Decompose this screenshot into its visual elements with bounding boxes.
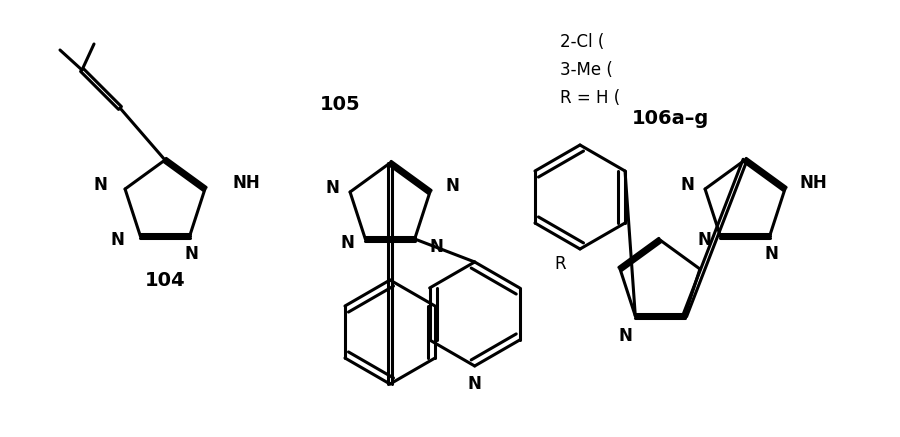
Text: N: N [765,245,778,263]
Text: N: N [680,176,694,194]
Text: 106a–g: 106a–g [632,110,708,128]
Text: NH: NH [799,174,827,192]
Text: R = H (: R = H ( [560,89,620,107]
Text: N: N [429,238,444,256]
Text: N: N [698,231,711,249]
Text: N: N [340,234,355,252]
Text: N: N [184,245,199,263]
Text: N: N [111,231,124,249]
Text: 3-Me (: 3-Me ( [560,61,613,79]
Text: 2-Cl (: 2-Cl ( [560,33,604,51]
Text: NH: NH [233,174,261,192]
Text: N: N [325,179,339,197]
Text: N: N [618,327,633,345]
Text: N: N [468,375,482,393]
Text: N: N [445,177,459,195]
Text: R: R [554,255,566,273]
Text: 104: 104 [145,271,185,289]
Text: N: N [94,176,107,194]
Text: 105: 105 [320,96,360,114]
